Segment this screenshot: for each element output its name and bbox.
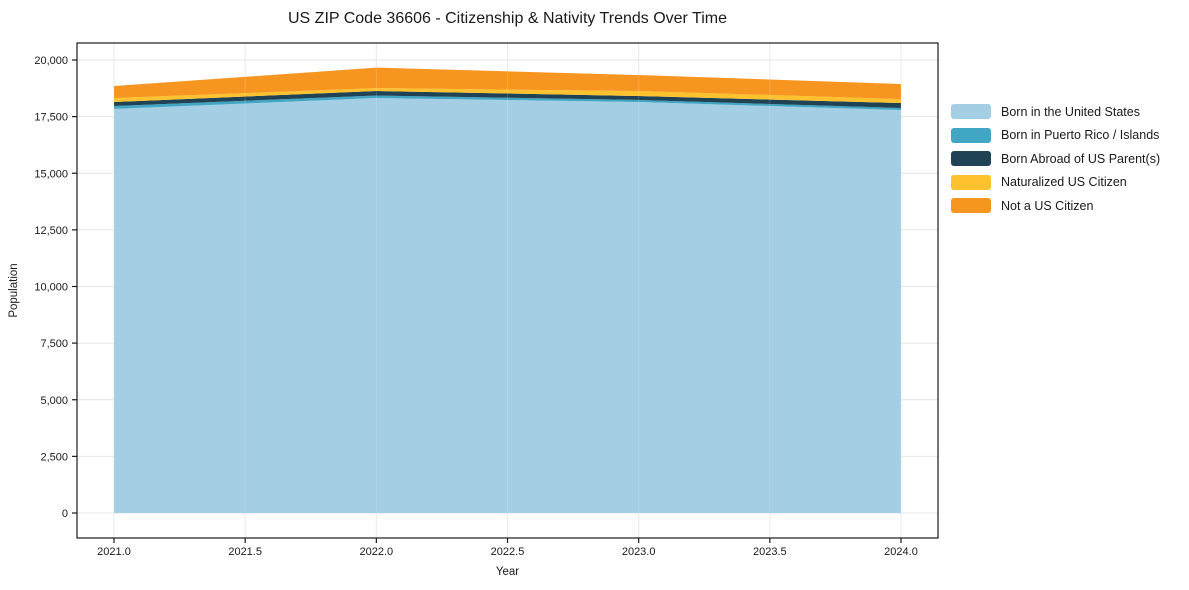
y-tick-label: 5,000 [40,395,68,407]
area-born-in-the-united-states [114,98,901,513]
area-not-a-us-citizen [114,67,901,100]
legend-item-born-in-the-united-states: Born in the United States [951,100,1160,124]
legend-swatch-naturalized-us-citizen [951,174,991,190]
legend-label: Born in the United States [1001,104,1140,119]
y-tick-label: 2,500 [40,451,68,463]
legend-item-born-in-puerto-rico-islands: Born in Puerto Rico / Islands [951,124,1160,148]
y-tick-label: 15,000 [34,168,68,180]
legend-swatch-born-in-the-united-states [951,104,991,120]
legend-swatch-not-a-us-citizen [951,198,991,214]
y-axis-label: Population [8,263,20,317]
x-tick-label: 2023.5 [753,546,787,558]
legend-item-not-a-us-citizen: Not a US Citizen [951,194,1160,218]
legend-label: Born Abroad of US Parent(s) [1001,151,1161,166]
x-tick-label: 2022.0 [360,546,394,558]
y-tick-label: 0 [62,508,68,520]
area-born-abroad-of-us-parent-s [114,91,901,109]
legend: Born in the United States Born in Puerto … [951,100,1160,218]
x-tick-label: 2021.5 [228,546,262,558]
x-tick-label: 2024.0 [884,546,918,558]
x-tick-label: 2021.0 [97,546,131,558]
x-tick-label: 2022.5 [491,546,525,558]
x-axis-label: Year [496,566,519,578]
y-tick-label: 17,500 [34,112,68,124]
legend-item-naturalized-us-citizen: Naturalized US Citizen [951,171,1160,195]
legend-label: Born in Puerto Rico / Islands [1001,128,1160,143]
area-born-in-puerto-rico-islands [114,95,901,111]
legend-swatch-born-abroad-of-us-parent-s [951,151,991,167]
x-tick-label: 2023.0 [622,546,656,558]
legend-label: Naturalized US Citizen [1001,175,1127,190]
legend-swatch-born-in-puerto-rico-islands [951,127,991,143]
legend-label: Not a US Citizen [1001,198,1094,213]
area-naturalized-us-citizen [114,88,901,104]
y-tick-label: 7,500 [40,338,68,350]
chart-title: US ZIP Code 36606 - Citizenship & Nativi… [288,10,727,27]
legend-item-born-abroad-of-us-parent-s: Born Abroad of US Parent(s) [951,147,1160,171]
y-tick-label: 12,500 [34,225,68,237]
y-tick-label: 10,000 [34,282,68,294]
y-tick-label: 20,000 [34,55,68,67]
